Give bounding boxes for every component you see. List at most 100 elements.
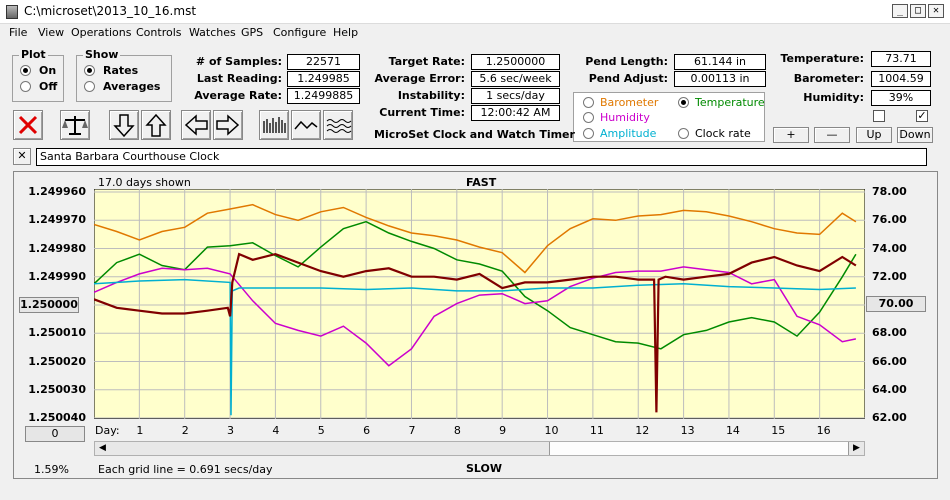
series-line-temperature [94,220,857,350]
bars-icon [263,117,286,133]
day-tick-label: 13 [680,424,695,437]
day-tick-label: 11 [589,424,604,437]
samples-field: 22571 [287,54,360,70]
average-rate-label: Average Rate: [194,89,282,102]
plot-off-label: Off [39,80,58,93]
right-tick-label: 66.00 [872,354,907,368]
app-caption: MicroSet Clock and Watch Timer [374,128,575,141]
percent-label: 1.59% [34,463,69,476]
right-tick-label: 64.00 [872,382,907,396]
clock-rate-option-label: Clock rate [695,127,751,140]
day-tick-label: 12 [635,424,650,437]
temperature-field: 73.71 [871,51,931,67]
day-tick-label: 7 [408,424,416,437]
day-tick-label: 3 [227,424,235,437]
amplitude-radio[interactable] [583,128,594,139]
scroll-left-icon[interactable]: ◀ [99,443,106,453]
left-center-value[interactable]: 1.250000 [19,297,79,313]
pend-length-label: Pend Length: [585,55,668,68]
humidity-field: 39% [871,90,931,106]
balance-button[interactable] [60,110,90,140]
menu-gps[interactable]: GPS [241,26,264,39]
arrow-right-button[interactable] [213,110,243,140]
day-tick-label: 9 [499,424,507,437]
window-title: C:\microset\2013_10_16.mst [24,4,197,18]
scroll-value-box[interactable]: 0 [25,426,85,442]
current-time-label: Current Time: [379,106,465,119]
wave-view-button[interactable] [291,110,321,140]
target-rate-field[interactable]: 1.2500000 [471,54,560,70]
show-rates-radio[interactable] [84,65,95,76]
minus-button[interactable]: — [814,127,850,143]
pend-length-field[interactable]: 61.144 in [674,54,766,70]
humidity-radio[interactable] [583,112,594,123]
temperature-label: Temperature: [780,52,864,65]
show-averages-radio[interactable] [84,81,95,92]
clock-rate-radio[interactable] [678,128,689,139]
menu-operations[interactable]: Operations [71,26,132,39]
multi-wave-button[interactable] [323,110,353,140]
up-button[interactable]: Up [856,127,892,143]
instability-field: 1 secs/day [471,88,560,104]
right-tick-label: 68.00 [872,326,907,340]
clock-name-field[interactable]: Santa Barbara Courthouse Clock [36,148,927,166]
menu-help[interactable]: Help [333,26,359,39]
right-tick-label: 74.00 [872,241,907,255]
menu-view[interactable]: View [38,26,65,39]
maximize-icon[interactable]: □ [910,4,926,18]
series-line-humidity [94,266,857,367]
arrow-up-button[interactable] [141,110,171,140]
arrow-left-icon [184,114,208,136]
red-x-icon [18,115,38,135]
menu-controls[interactable]: Controls [136,26,182,39]
right-tick-label: 72.00 [872,269,907,283]
left-tick-label: 1.249970 [28,213,86,227]
plot-on-radio[interactable] [20,65,31,76]
show-rates-label: Rates [103,64,139,77]
fast-label: FAST [466,176,497,189]
down-button[interactable]: Down [897,127,933,143]
average-error-field: 5.6 sec/week [471,71,560,87]
humidity-label: Humidity: [803,91,864,104]
bars-view-button[interactable] [259,110,289,140]
option-checkbox-2[interactable]: ✓ [916,109,928,122]
right-tick-label: 78.00 [872,185,907,198]
menu-bar: File View Operations Controls Watches GP… [0,24,950,42]
last-reading-label: Last Reading: [196,72,282,85]
menu-configure[interactable]: Configure [273,26,327,39]
barometer-radio[interactable] [583,97,594,108]
balance-scale-icon [62,116,88,135]
temperature-option-label: Temperature [695,96,765,109]
close-clock-button[interactable]: ✕ [13,148,31,165]
day-tick-label: 6 [363,424,371,437]
plus-button[interactable]: + [773,127,809,143]
menu-file[interactable]: File [9,26,28,39]
instability-label: Instability: [397,89,465,102]
left-tick-label: 1.249980 [28,241,86,255]
series-line-clock-rate [94,252,857,413]
arrow-down-icon [113,114,135,138]
wave-icon [294,120,318,130]
close-icon[interactable]: ✕ [928,4,944,18]
temperature-radio[interactable] [678,97,689,108]
scroll-thumb[interactable] [549,442,849,455]
day-tick-label: 5 [317,424,325,437]
right-center-value[interactable]: 70.00 [866,296,926,312]
plot-off-radio[interactable] [20,81,31,92]
arrow-left-button[interactable] [181,110,211,140]
plot-on-label: On [39,64,57,77]
right-tick-label: 76.00 [872,213,907,227]
left-tick-label: 1.249960 [28,185,86,198]
scroll-right-icon[interactable]: ▶ [853,443,860,453]
menu-watches[interactable]: Watches [189,26,236,39]
arrow-down-button[interactable] [109,110,139,140]
clear-button[interactable] [13,110,43,140]
barometer-field: 1004.59 [871,71,931,87]
right-tick-label: 62.00 [872,411,907,424]
humidity-option-label: Humidity [600,111,650,124]
title-bar: C:\microset\2013_10_16.mst _ □ ✕ [0,0,950,24]
chart-scrollbar[interactable]: ◀ ▶ [94,441,865,456]
plot-group: Plot On Off [12,48,64,102]
minimize-icon[interactable]: _ [892,4,908,18]
option-checkbox-1[interactable] [873,110,885,122]
